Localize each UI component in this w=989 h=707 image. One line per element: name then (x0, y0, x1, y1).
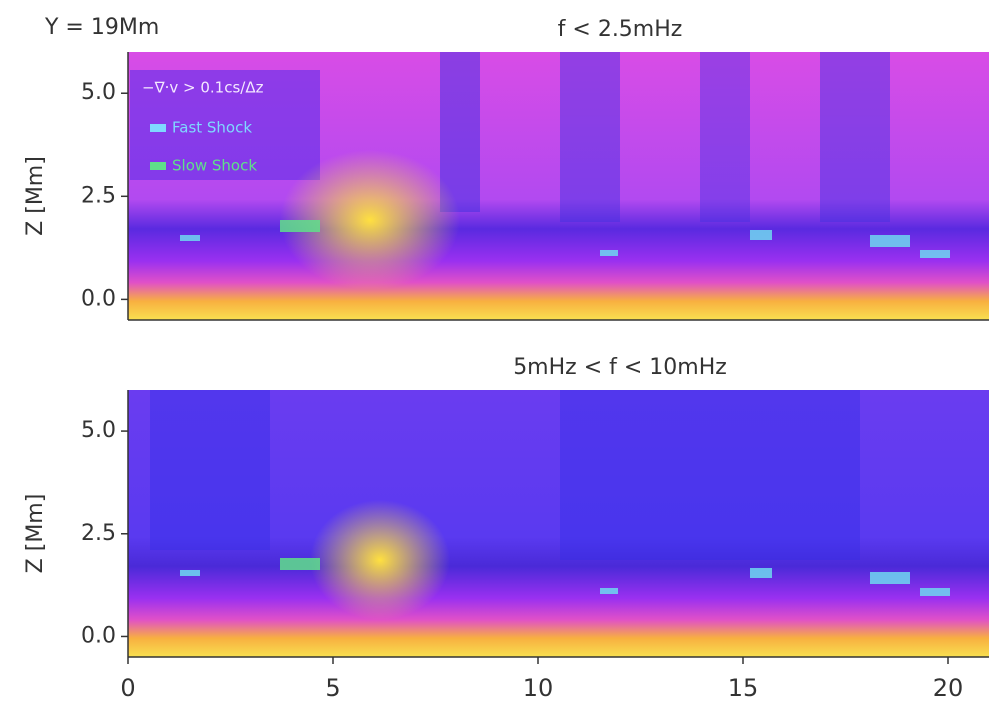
y-tick-label: 5.0 (81, 418, 116, 443)
legend-label: Slow Shock (172, 157, 257, 175)
legend-swatch (150, 124, 166, 132)
x-tick-label: 0 (120, 674, 135, 702)
x-tick-label: 5 (325, 674, 340, 702)
legend-label: Fast Shock (172, 119, 252, 137)
legend-title: −∇·v > 0.1cs/Δz (142, 79, 264, 97)
y-tick-label: 0.0 (81, 286, 116, 311)
x-tick-label: 15 (728, 674, 759, 702)
y-axis-label: Z [Mm] (23, 494, 48, 574)
shock-contours (180, 220, 950, 596)
legend-swatch (150, 162, 166, 170)
panel-background (128, 52, 989, 657)
y-tick-label: 5.0 (81, 80, 116, 105)
y-axis-label: Z [Mm] (23, 156, 48, 236)
y-tick-label: 0.0 (81, 623, 116, 648)
chart-title: f < 2.5mHz (558, 17, 683, 42)
figure-label: Y = 19Mm (44, 15, 159, 40)
y-tick-label: 2.5 (81, 521, 116, 546)
x-tick-label: 10 (523, 674, 554, 702)
y-tick-label: 2.5 (81, 183, 116, 208)
x-tick-label: 20 (933, 674, 964, 702)
chart-title: 5mHz < f < 10mHz (513, 355, 727, 380)
